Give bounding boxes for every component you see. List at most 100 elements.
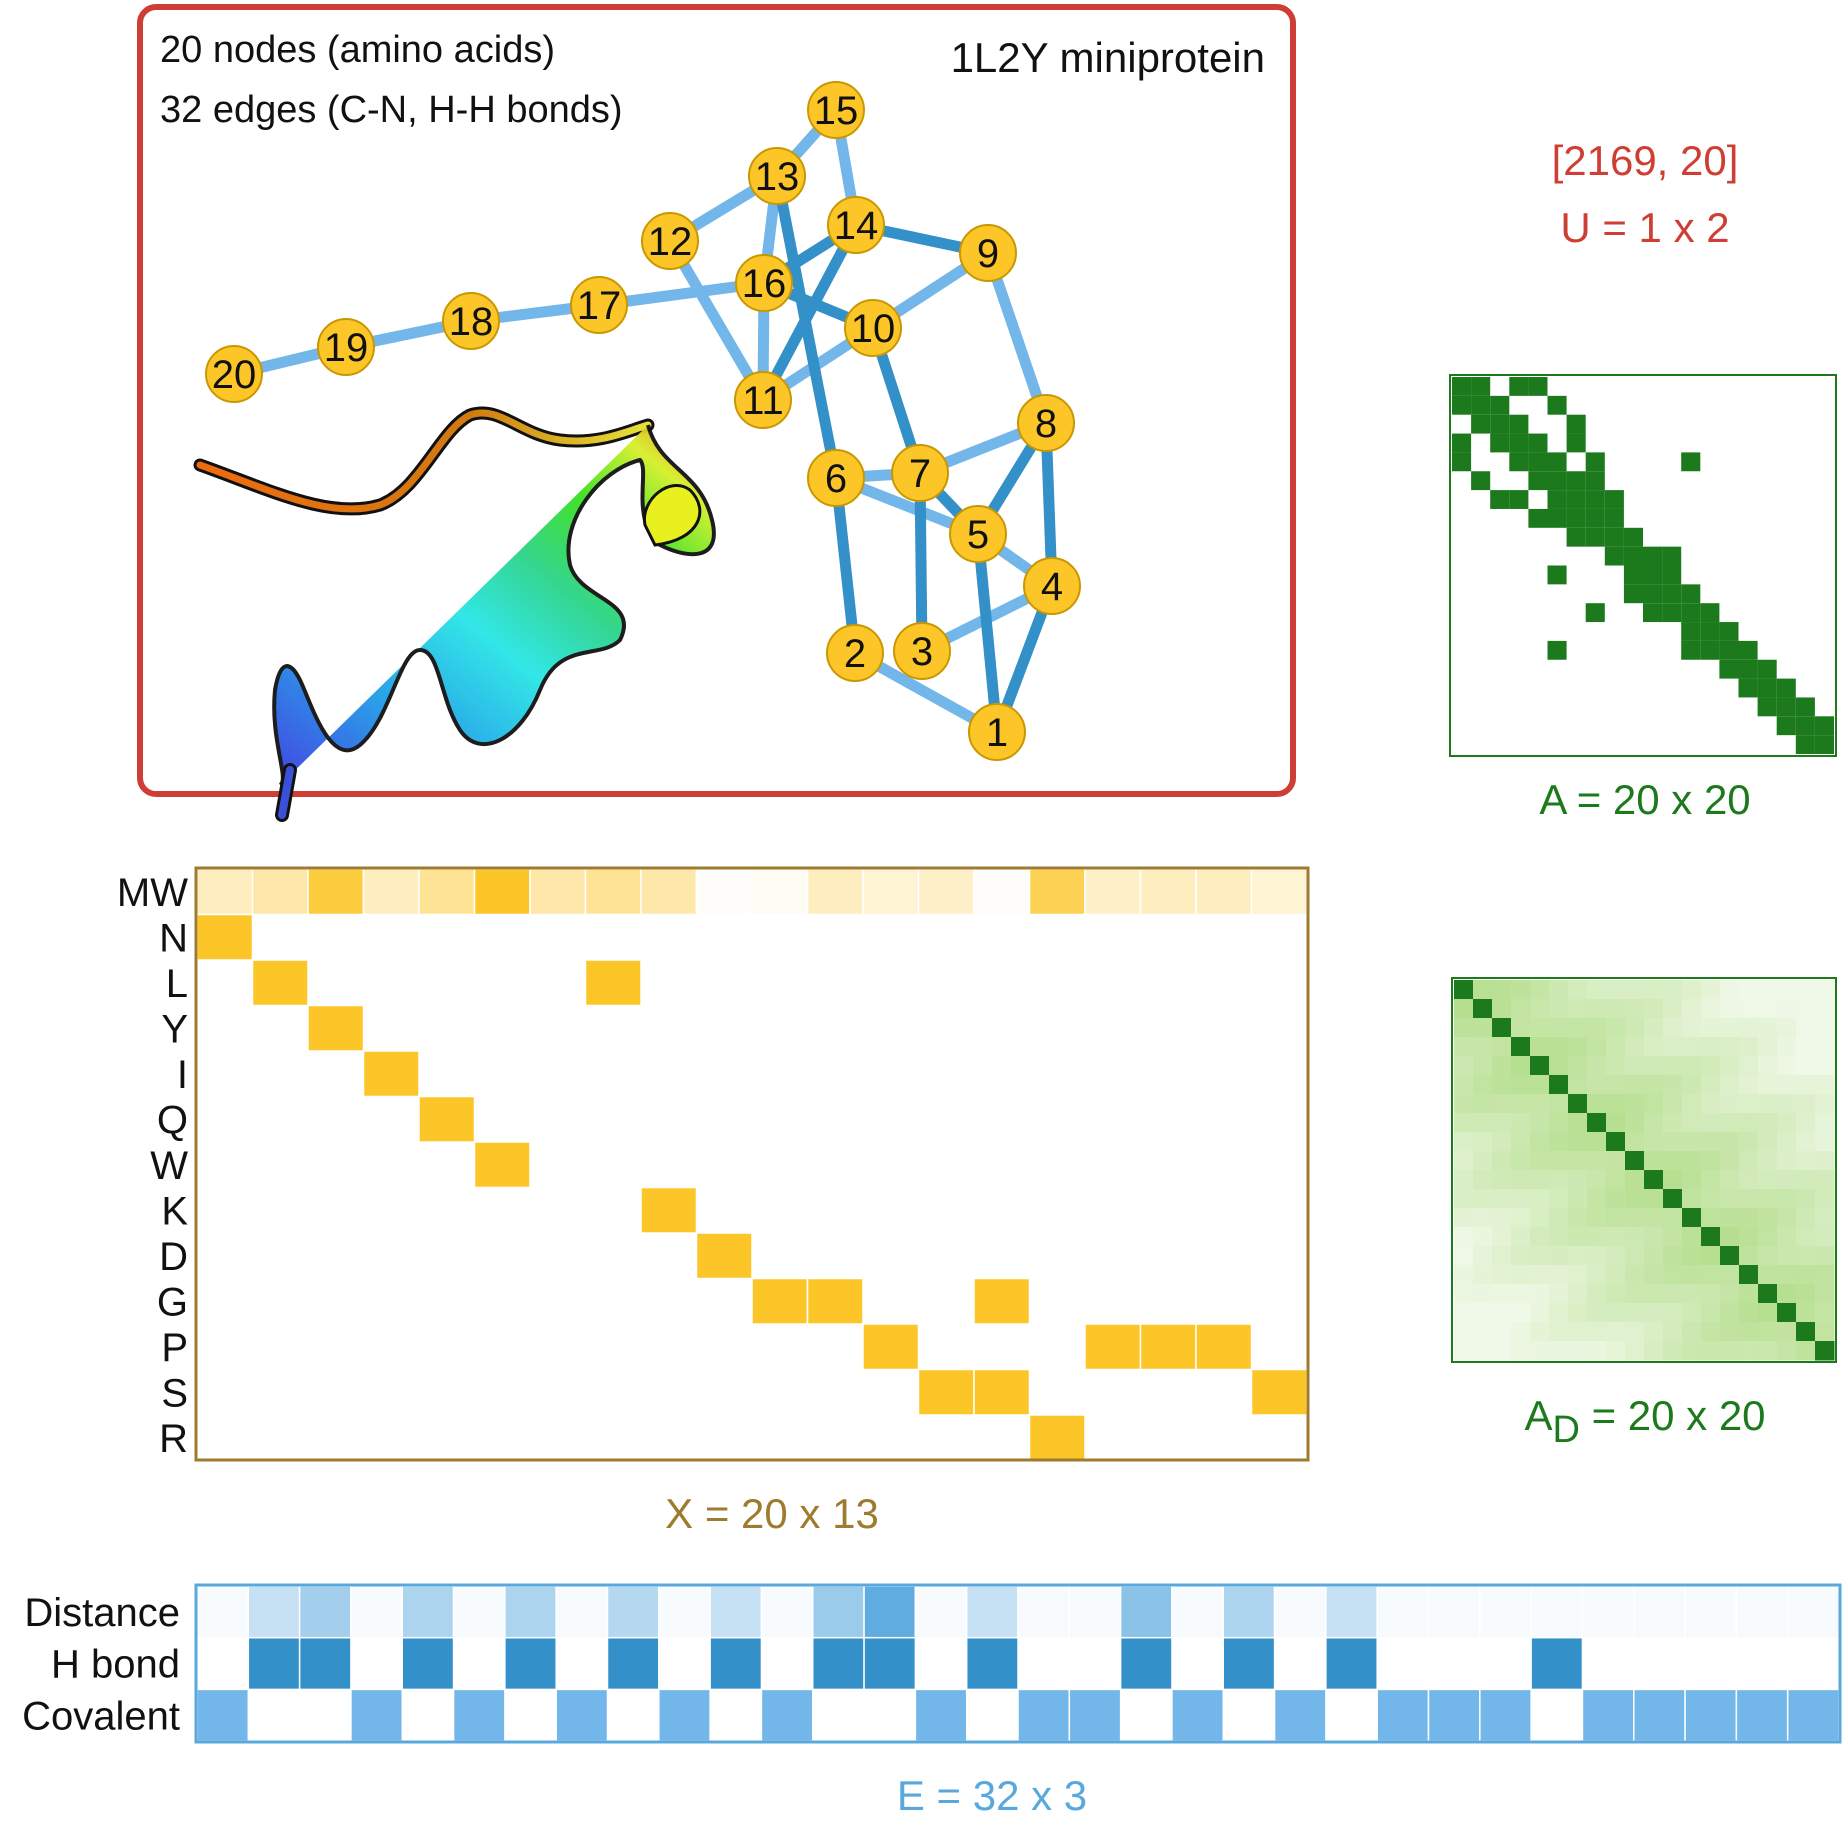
distance-cell-16-7 (1587, 1284, 1607, 1304)
distance-cell-7-16 (1758, 1113, 1778, 1133)
distance-cell-18-11 (1663, 1322, 1683, 1342)
distance-cell-15-12 (1682, 1265, 1702, 1285)
covalent-edge-cell-7 (555, 1688, 609, 1742)
distance-cell-1-14 (1720, 999, 1740, 1019)
adjacency-cell-14-5 (1547, 640, 1567, 660)
distance-cell-10-17 (1777, 1170, 1797, 1190)
distance-cell-8-8 (1606, 1132, 1626, 1152)
distance-cell-15-6 (1568, 1265, 1588, 1285)
ad-label-sub: D (1552, 1409, 1579, 1451)
distance-cell-10-12 (1682, 1170, 1702, 1190)
distance-cell-7-11 (1663, 1113, 1683, 1133)
distance-cell-15-15 (1739, 1265, 1759, 1285)
u-shape-values: [2169, 20] (1552, 137, 1739, 184)
distance-cell-16-0 (1454, 1284, 1474, 1304)
u-panel: [2169, 20] U = 1 x 2 (1552, 137, 1739, 251)
distance-cell-3-1 (1473, 1037, 1493, 1057)
adjacency-cell-8-8 (1604, 527, 1624, 547)
distance-cell-1-12 (1682, 999, 1702, 1019)
distance-adjacency-cells (1454, 980, 1835, 1361)
adjacency-cell-3-2 (1490, 433, 1510, 453)
feature-matrix-border (194, 866, 1310, 1462)
residue-cell-P-18 (1195, 1323, 1253, 1371)
distance-cell-14-1 (1473, 1246, 1493, 1266)
distance-cell-18-16 (1758, 1322, 1778, 1342)
hbond-edge-cell-10 (709, 1636, 763, 1691)
adjacency-cell-5-7 (1585, 471, 1605, 491)
adjacency-cell-19-19 (1814, 735, 1834, 754)
distance-cell-14-14 (1720, 1246, 1740, 1266)
distance-cell-13-14 (1720, 1227, 1740, 1247)
distance-cell-15-9 (1625, 1265, 1645, 1285)
distance-cell-7-10 (1644, 1113, 1664, 1133)
distance-cell-4-12 (1682, 1056, 1702, 1076)
covalent-edge-cell-21 (1273, 1688, 1327, 1742)
distance-cell-5-9 (1625, 1075, 1645, 1095)
distance-cell-11-3 (1511, 1189, 1531, 1209)
adjacency-cell-10-11 (1662, 565, 1682, 585)
adjacency-cell-13-12 (1681, 622, 1701, 641)
distance-cell-14-11 (1663, 1246, 1683, 1266)
distance-cell-3-8 (1606, 1037, 1626, 1057)
distance-cell-16-17 (1777, 1284, 1797, 1304)
distance-cell-19-12 (1682, 1341, 1702, 1361)
mw-cell-11 (806, 868, 864, 916)
adjacency-panel: A = 20 x 20 (1449, 374, 1837, 823)
distance-cell-16-14 (1720, 1284, 1740, 1304)
adjacency-cell-15-16 (1757, 659, 1777, 679)
distance-cell-12-12 (1682, 1208, 1702, 1228)
distance-cell-19-7 (1587, 1341, 1607, 1361)
feature-row-label-N: N (159, 916, 188, 960)
distance-cell-0-3 (1511, 980, 1531, 1000)
feature-row-label-Y: Y (161, 1007, 188, 1051)
distance-cell-2-7 (1587, 1018, 1607, 1038)
distance-cell-18-7 (1587, 1322, 1607, 1342)
adjacency-cell-15-15 (1738, 659, 1758, 679)
distance-cell-14-13 (1701, 1246, 1721, 1266)
distance-cell-6-16 (1758, 1094, 1778, 1114)
distance-cell-10-1 (1473, 1170, 1493, 1190)
distance-edge-cell-17 (1068, 1585, 1122, 1639)
distance-cell-9-15 (1739, 1151, 1759, 1171)
mw-cell-12 (862, 868, 920, 916)
distance-cell-4-15 (1739, 1056, 1759, 1076)
distance-cell-13-12 (1682, 1227, 1702, 1247)
distance-cell-16-12 (1682, 1284, 1702, 1304)
residue-cell-D-9 (695, 1232, 753, 1280)
distance-edge-cell-2 (298, 1585, 352, 1639)
distance-cell-17-6 (1568, 1303, 1588, 1323)
node-19 (317, 318, 375, 376)
distance-cell-9-9 (1625, 1151, 1645, 1171)
node-17 (570, 276, 628, 334)
distance-cell-4-9 (1625, 1056, 1645, 1076)
distance-cell-15-14 (1720, 1265, 1740, 1285)
distance-cell-6-6 (1568, 1094, 1588, 1114)
distance-cell-1-18 (1796, 999, 1816, 1019)
adjacency-cell-12-12 (1681, 603, 1701, 623)
distance-cell-1-0 (1454, 999, 1474, 1019)
distance-cell-15-1 (1473, 1265, 1493, 1285)
distance-cell-8-6 (1568, 1132, 1588, 1152)
distance-cell-17-5 (1549, 1303, 1569, 1323)
distance-cell-1-3 (1511, 999, 1531, 1019)
hbond-edge-cell-6 (504, 1636, 557, 1691)
distance-cell-17-16 (1758, 1303, 1778, 1323)
distance-cell-10-8 (1606, 1170, 1626, 1190)
distance-cell-12-13 (1701, 1208, 1721, 1228)
distance-cell-7-6 (1568, 1113, 1588, 1133)
adjacency-cell-19-18 (1795, 735, 1815, 754)
distance-cell-4-4 (1530, 1056, 1550, 1076)
distance-cell-19-13 (1701, 1341, 1721, 1361)
distance-cell-3-7 (1587, 1037, 1607, 1057)
distance-cell-18-5 (1549, 1322, 1569, 1342)
distance-cell-10-3 (1511, 1170, 1531, 1190)
adjacency-cell-9-8 (1604, 546, 1624, 566)
distance-edge-cell-21 (1273, 1585, 1327, 1639)
distance-edge-cell-11 (760, 1585, 814, 1639)
distance-cell-12-9 (1625, 1208, 1645, 1228)
node-label-2: 2 (844, 632, 866, 676)
residue-cell-N-0 (196, 913, 254, 961)
adjacency-cell-1-2 (1490, 395, 1510, 415)
